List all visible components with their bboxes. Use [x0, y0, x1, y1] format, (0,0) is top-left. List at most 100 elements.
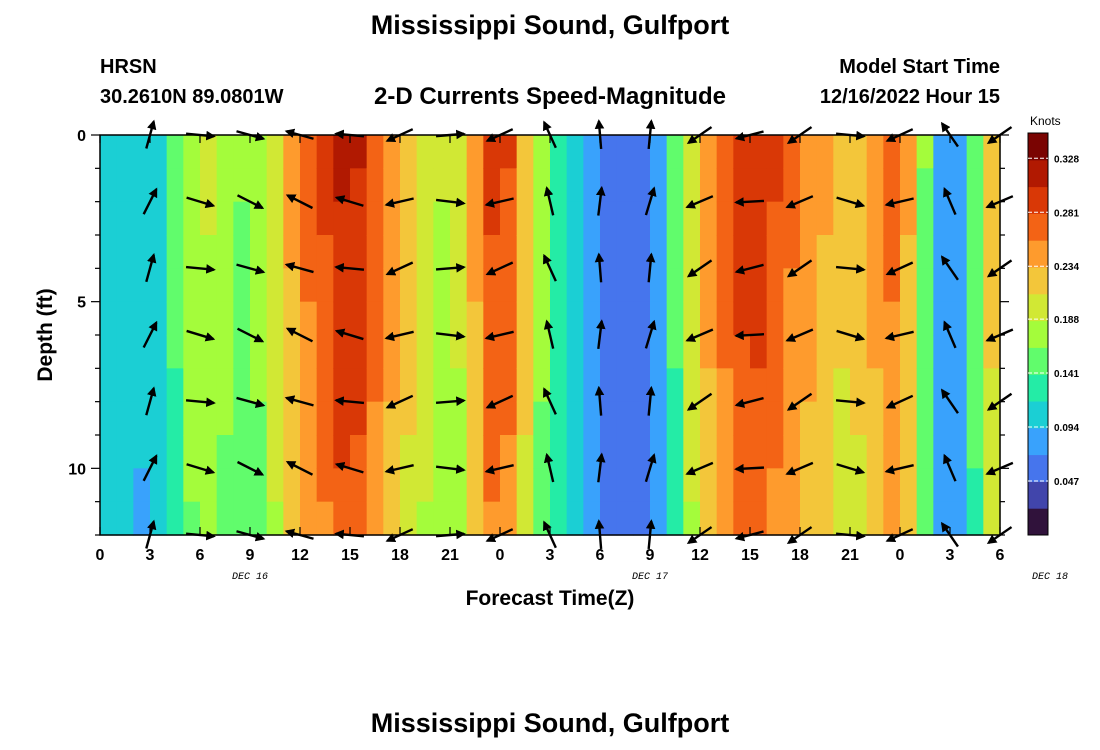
- heatmap-cell: [483, 368, 501, 403]
- x-tick-label: 3: [146, 547, 155, 564]
- heatmap-cell: [433, 135, 451, 169]
- heatmap-cell: [350, 235, 368, 269]
- heatmap-cell: [416, 335, 434, 369]
- heatmap-cell: [633, 368, 651, 403]
- heatmap-cell: [983, 435, 1001, 469]
- heatmap-cell: [950, 368, 968, 403]
- heatmap-cell: [516, 235, 534, 269]
- heatmap-cell: [600, 401, 618, 436]
- heatmap-cell: [916, 501, 934, 536]
- current-arrow: [786, 259, 813, 278]
- heatmap-cell: [683, 501, 701, 536]
- heatmap-cell: [600, 235, 618, 269]
- current-arrow: [685, 195, 714, 209]
- heatmap-cell: [833, 401, 851, 436]
- heatmap-cell: [733, 435, 751, 469]
- heatmap-cell: [983, 235, 1001, 269]
- x-tick-label: 3: [946, 547, 955, 564]
- heatmap-cell: [750, 135, 768, 169]
- heatmap-cell: [900, 435, 918, 469]
- heatmap-cell: [266, 168, 284, 203]
- heatmap-cell: [483, 435, 501, 469]
- heatmap-cell: [100, 201, 118, 236]
- heatmap-cell: [400, 468, 418, 503]
- heatmap-cell: [183, 435, 201, 469]
- heatmap-cell: [250, 368, 268, 403]
- x-tick-label: 0: [896, 547, 905, 564]
- current-arrow: [836, 196, 866, 209]
- x-tick-label: 0: [496, 547, 505, 564]
- heatmap-cell: [883, 201, 901, 236]
- colorbar-segment: [1028, 213, 1048, 241]
- heatmap-cell: [833, 168, 851, 203]
- colorbar-segment: [1028, 320, 1048, 348]
- heatmap-cell: [916, 268, 934, 303]
- heatmap-cell: [366, 335, 384, 369]
- heatmap-cell: [950, 435, 968, 469]
- heatmap-cell: [466, 368, 484, 403]
- heatmap-cell: [400, 301, 418, 336]
- current-arrow: [236, 460, 265, 476]
- heatmap-cell: [233, 235, 251, 269]
- heatmap-cell: [250, 401, 268, 436]
- heatmap-cell: [316, 268, 334, 303]
- current-arrow: [594, 252, 605, 283]
- heatmap-cell: [850, 301, 868, 336]
- heatmap-cell: [616, 368, 634, 403]
- heatmap-cell: [450, 301, 468, 336]
- heatmap-cell: [850, 435, 868, 469]
- heatmap-cell: [550, 335, 568, 369]
- heatmap-cell: [866, 468, 884, 503]
- current-arrow: [543, 253, 557, 282]
- heatmap-cell: [800, 268, 818, 303]
- heatmap-cell: [433, 268, 451, 303]
- heatmap-cell: [116, 468, 134, 503]
- heatmap-cell: [800, 401, 818, 436]
- bottom-title: Mississippi Sound, Gulfport: [370, 708, 730, 738]
- heatmap-cell: [333, 435, 351, 469]
- heatmap-cell: [700, 135, 718, 169]
- heatmap-cell: [416, 468, 434, 503]
- heatmap-cell: [200, 501, 218, 536]
- heatmap-cell: [816, 368, 834, 403]
- heatmap-cell: [750, 335, 768, 369]
- heatmap-cell: [466, 435, 484, 469]
- heatmap-cell: [683, 335, 701, 369]
- colorbar-segment: [1028, 293, 1048, 322]
- heatmap-cell: [466, 501, 484, 536]
- y-axis: 0 5 10: [68, 128, 1009, 536]
- heatmap-cell: [633, 135, 651, 169]
- heatmap-cell: [183, 468, 201, 503]
- heatmap-cell: [483, 468, 501, 503]
- heatmap-cell: [666, 301, 684, 336]
- heatmap-cell: [333, 168, 351, 203]
- heatmap-cell: [400, 368, 418, 403]
- heatmap-cell: [666, 168, 684, 203]
- heatmap-cell: [333, 268, 351, 303]
- heatmap-cell: [450, 268, 468, 303]
- heatmap-cell: [900, 235, 918, 269]
- heatmap-cell: [616, 501, 634, 536]
- heatmap-cell: [916, 335, 934, 369]
- heatmap-cell: [816, 135, 834, 169]
- heatmap-cell: [666, 335, 684, 369]
- heatmap-cell: [100, 268, 118, 303]
- current-arrow: [543, 186, 555, 216]
- heatmap-cell: [866, 401, 884, 436]
- x-tick-label: 6: [196, 547, 205, 564]
- heatmap-cell: [316, 235, 334, 269]
- heatmap-cell: [933, 268, 951, 303]
- heatmap-cell: [966, 335, 984, 369]
- heatmap-cell: [500, 135, 518, 169]
- heatmap-cell: [516, 301, 534, 336]
- heatmap-cell: [983, 201, 1001, 236]
- heatmap-cell: [333, 201, 351, 236]
- heatmap-cell: [100, 501, 118, 536]
- heatmap-cell: [366, 201, 384, 236]
- heatmap-cell: [816, 168, 834, 203]
- heatmap-cell: [283, 501, 301, 536]
- heatmap-cell: [900, 401, 918, 436]
- heatmap-cell: [883, 401, 901, 436]
- heatmap-cell: [966, 168, 984, 203]
- heatmap-cell: [283, 301, 301, 336]
